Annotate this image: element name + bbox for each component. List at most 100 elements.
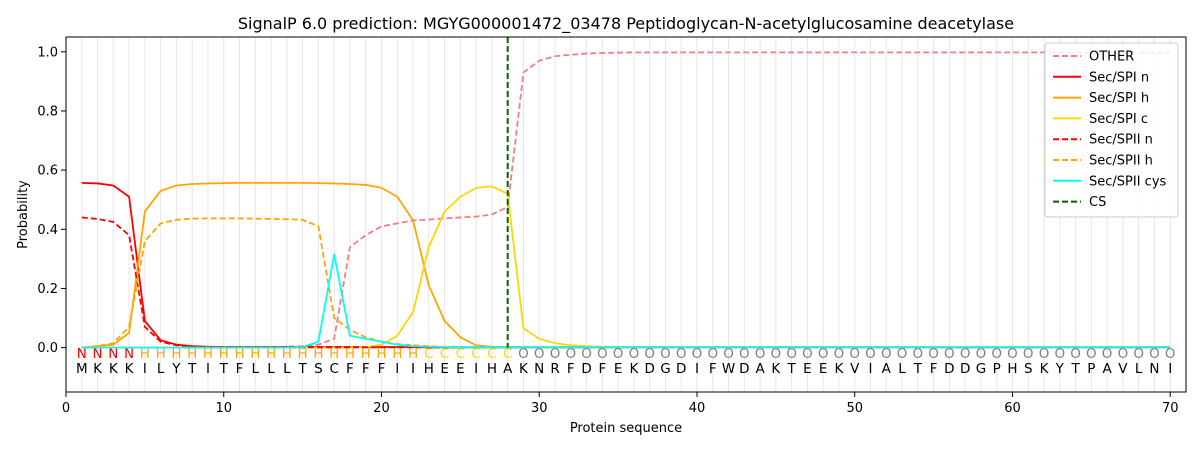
residue-label: A (882, 361, 892, 377)
region-label: O (534, 346, 545, 362)
region-label: H (219, 346, 229, 362)
region-label: O (1165, 346, 1176, 362)
region-label: O (786, 346, 797, 362)
residue-label: F (567, 361, 575, 377)
residue-label: P (1087, 361, 1095, 377)
legend-entry: CS (1089, 195, 1106, 210)
legend-entry: OTHER (1089, 50, 1134, 65)
region-label: C (456, 346, 465, 362)
residue-label: M (76, 361, 88, 377)
region-label: O (597, 346, 608, 362)
region-label: O (692, 346, 703, 362)
residue-label: N (1149, 361, 1159, 377)
y-tick-label: 1.0 (37, 45, 58, 60)
region-label: N (77, 346, 87, 362)
residue-label: H (1007, 361, 1017, 377)
series-sec-spi-n (81, 181, 1171, 349)
region-label: H (361, 346, 371, 362)
residue-label: K (519, 361, 529, 377)
region-label: H (171, 346, 181, 362)
residue-label: I (1168, 361, 1172, 377)
residue-label: C (329, 361, 338, 377)
region-label: O (849, 346, 860, 362)
series-sec-spii-n (81, 216, 1171, 349)
residue-label: G (976, 361, 986, 377)
residue-label: T (787, 361, 797, 377)
axes-layer: 0 10 20 30 40 50 60 70 0.0 0.2 0.4 0.6 0.8 1.0 (37, 36, 1187, 416)
residue-label: F (346, 361, 354, 377)
region-label: O (1007, 346, 1018, 362)
legend-entry: Sec/SPII cys (1089, 174, 1167, 189)
residue-label: F (362, 361, 370, 377)
residue-label: A (755, 361, 765, 377)
residue-label: F (378, 361, 386, 377)
x-tick-label: 30 (531, 401, 548, 416)
residue-label: W (722, 361, 735, 377)
region-label: N (108, 346, 118, 362)
x-tick-label: 0 (62, 401, 70, 416)
region-label: O (818, 346, 829, 362)
residue-label: L (898, 361, 906, 377)
residue-label: I (143, 361, 147, 377)
residue-label: K (109, 361, 119, 377)
region-label: H (298, 346, 308, 362)
residue-label: K (835, 361, 845, 377)
x-tick-label: 20 (373, 401, 390, 416)
region-label: C (503, 346, 512, 362)
x-tick-label: 70 (1162, 401, 1179, 416)
region-label: O (1133, 346, 1144, 362)
region-label: O (676, 346, 687, 362)
region-label: O (976, 346, 987, 362)
region-label: O (802, 346, 813, 362)
residue-label: K (93, 361, 103, 377)
residue-label: D (960, 361, 970, 377)
residue-label: I (474, 361, 478, 377)
region-label: O (1039, 346, 1050, 362)
region-label: H (250, 346, 260, 362)
residue-label: K (1040, 361, 1050, 377)
residue-label: F (930, 361, 938, 377)
residue-label: V (1118, 361, 1128, 377)
x-tick-label: 50 (846, 401, 863, 416)
residue-label: G (660, 361, 670, 377)
residue-label: A (503, 361, 513, 377)
region-label: O (1070, 346, 1081, 362)
legend-entry: Sec/SPI c (1089, 112, 1148, 127)
residue-label: D (581, 361, 591, 377)
region-label: O (897, 346, 908, 362)
residue-label: F (709, 361, 717, 377)
residue-label: Y (1055, 361, 1065, 377)
series-other (81, 51, 1171, 349)
legend-entry: Sec/SPI h (1089, 91, 1149, 106)
legend-entry: Sec/SPI n (1089, 70, 1149, 85)
residue-label: P (993, 361, 1001, 377)
grid-layer (81, 37, 1171, 392)
residue-label: L (157, 361, 165, 377)
region-label: H (376, 346, 386, 362)
residue-label: L (252, 361, 260, 377)
legend-box (1044, 42, 1179, 218)
region-label: H (234, 346, 244, 362)
y-tick-label: 0.4 (37, 223, 58, 238)
series-sec-spii-h (81, 217, 1171, 349)
region-label: O (550, 346, 561, 362)
series-sec-spi-h (81, 181, 1171, 349)
region-label: H (140, 346, 150, 362)
residue-label: L (1135, 361, 1143, 377)
residue-label: Y (171, 361, 181, 377)
region-label: C (487, 346, 496, 362)
residue-label: V (850, 361, 860, 377)
region-label: O (913, 346, 924, 362)
region-label: O (991, 346, 1002, 362)
residue-label: H (487, 361, 497, 377)
region-label: O (865, 346, 876, 362)
region-label: N (124, 346, 134, 362)
region-label: H (408, 346, 418, 362)
residue-label: E (819, 361, 828, 377)
residue-label: F (236, 361, 244, 377)
region-label: O (565, 346, 576, 362)
region-label: H (266, 346, 276, 362)
region-label: C (440, 346, 449, 362)
region-label: H (282, 346, 292, 362)
